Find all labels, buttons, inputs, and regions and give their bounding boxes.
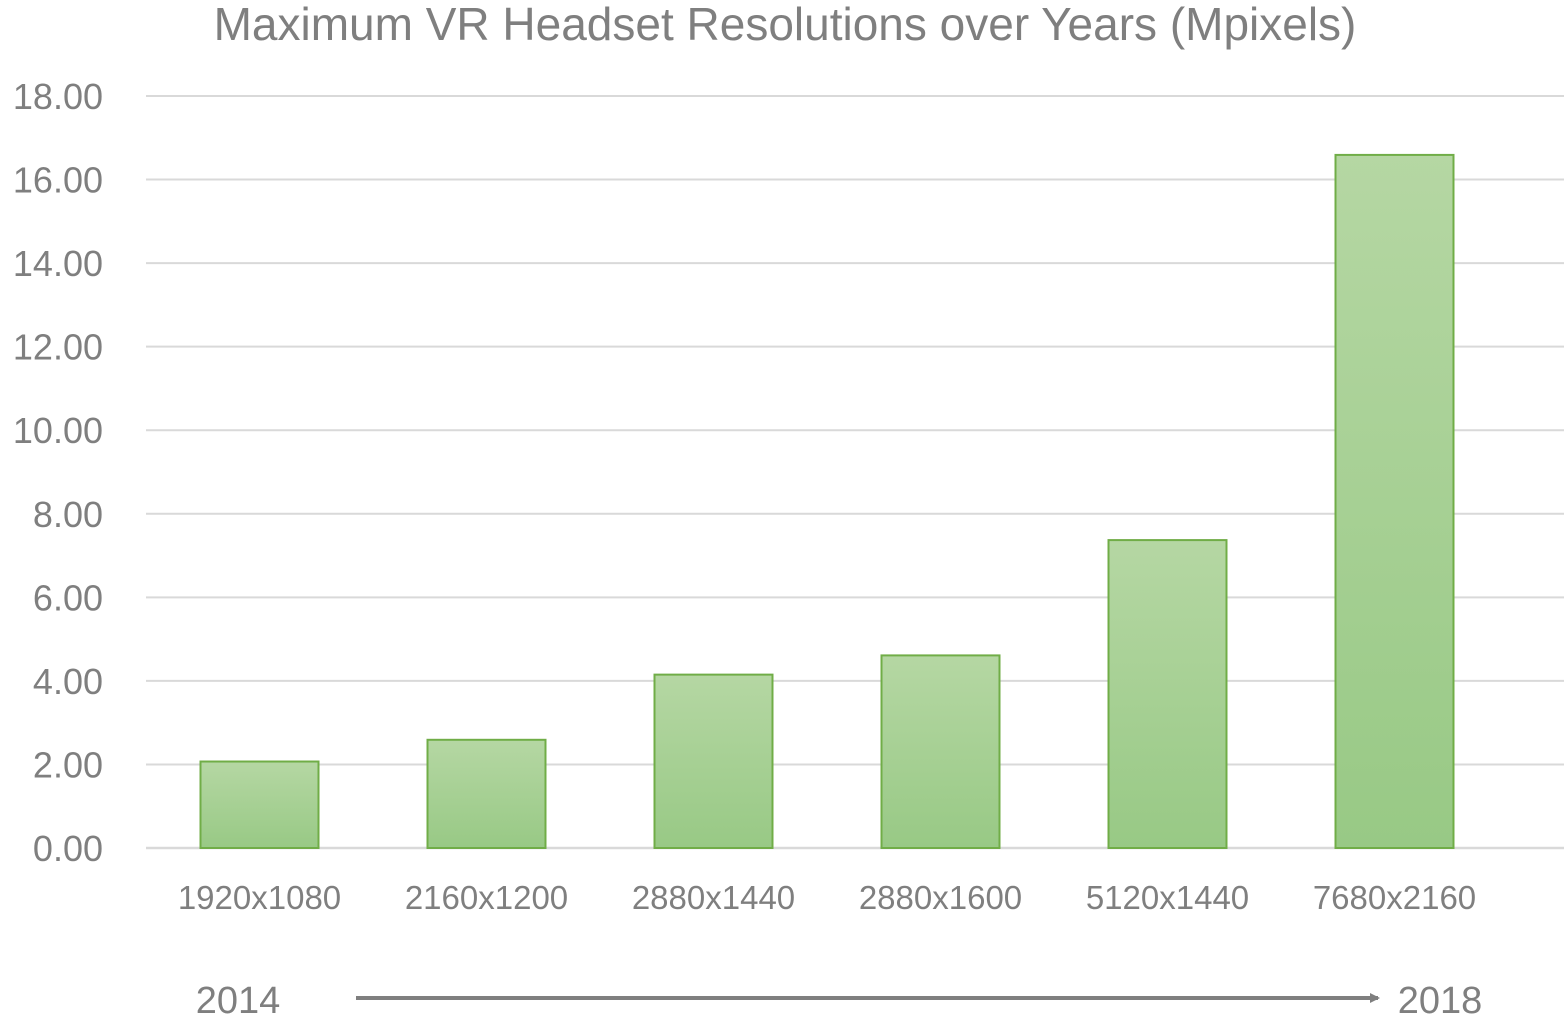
x-tick-label: 5120x1440 <box>1086 879 1249 916</box>
gridlines <box>146 95 1564 850</box>
y-tick-label: 14.00 <box>13 243 103 284</box>
bar-1920x1080 <box>199 760 320 850</box>
y-tick-label: 16.00 <box>13 160 103 201</box>
x-tick-label: 2880x1440 <box>632 879 795 916</box>
x-tick-label: 1920x1080 <box>178 879 341 916</box>
y-tick-label: 4.00 <box>33 661 103 702</box>
y-tick-label: 2.00 <box>33 744 103 785</box>
chart-title: Maximum VR Headset Resolutions over Year… <box>214 0 1357 50</box>
timeline-start-label: 2014 <box>196 980 281 1017</box>
y-tick-label: 0.00 <box>33 828 103 869</box>
y-tick-label: 18.00 <box>13 76 103 117</box>
bar-2160x1200 <box>426 738 547 849</box>
x-axis-ticks: 1920x1080 2160x1200 2880x1440 2880x1600 5120… <box>178 879 1476 916</box>
bar-7680x2160 <box>1334 153 1455 849</box>
y-tick-label: 10.00 <box>13 410 103 451</box>
bar-2880x1440 <box>653 673 774 849</box>
timeline-end-label: 2018 <box>1398 980 1483 1017</box>
y-tick-label: 6.00 <box>33 577 103 618</box>
y-axis-ticks: 0.00 2.00 4.00 6.00 8.00 10.00 12.00 14.00 16.00… <box>13 76 103 869</box>
bars <box>199 153 1455 850</box>
x-tick-label: 2160x1200 <box>405 879 568 916</box>
x-tick-label: 7680x2160 <box>1313 879 1476 916</box>
y-tick-label: 8.00 <box>33 494 103 535</box>
y-tick-label: 12.00 <box>13 327 103 368</box>
bar-5120x1440 <box>1107 539 1228 849</box>
timeline: 2014 2018 <box>196 980 1483 1017</box>
x-tick-label: 2880x1600 <box>859 879 1022 916</box>
bar-2880x1600 <box>880 654 1001 849</box>
